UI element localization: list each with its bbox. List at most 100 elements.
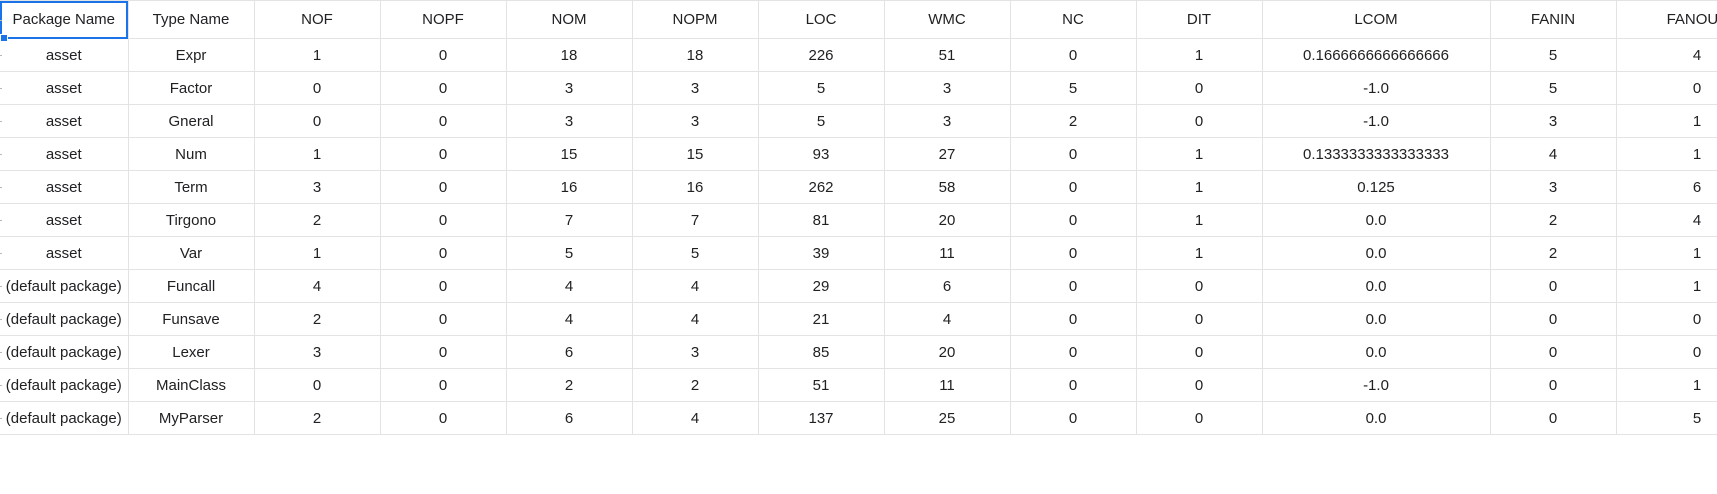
cell-fanin[interactable]: 0 (1490, 335, 1617, 369)
cell-lcom[interactable]: -1.0 (1262, 368, 1491, 402)
cell-dit[interactable]: 0 (1136, 104, 1263, 138)
cell-nom[interactable]: 18 (506, 38, 633, 72)
header-cell-type-name[interactable]: Type Name (128, 0, 255, 39)
cell-package-name[interactable]: (default package) (0, 401, 129, 435)
cell-fanout[interactable]: 1 (1616, 269, 1717, 303)
cell-wmc[interactable]: 20 (884, 335, 1011, 369)
cell-nof[interactable]: 3 (254, 335, 381, 369)
cell-fanin[interactable]: 2 (1490, 203, 1617, 237)
cell-type-name[interactable]: Term (128, 170, 255, 204)
cell-dit[interactable]: 0 (1136, 302, 1263, 336)
cell-loc[interactable]: 5 (758, 104, 885, 138)
cell-lcom[interactable]: 0.0 (1262, 269, 1491, 303)
header-cell-nc[interactable]: NC (1010, 0, 1137, 39)
cell-fanin[interactable]: 2 (1490, 236, 1617, 270)
cell-fanin[interactable]: 5 (1490, 71, 1617, 105)
cell-nopm[interactable]: 18 (632, 38, 759, 72)
cell-fanout[interactable]: 1 (1616, 368, 1717, 402)
cell-fanin[interactable]: 5 (1490, 38, 1617, 72)
cell-fanout[interactable]: 6 (1616, 170, 1717, 204)
cell-fanout[interactable]: 0 (1616, 335, 1717, 369)
cell-loc[interactable]: 85 (758, 335, 885, 369)
cell-fanout[interactable]: 4 (1616, 203, 1717, 237)
cell-nc[interactable]: 0 (1010, 269, 1137, 303)
cell-nopm[interactable]: 4 (632, 401, 759, 435)
cell-nc[interactable]: 2 (1010, 104, 1137, 138)
cell-package-name[interactable]: (default package) (0, 368, 129, 402)
cell-wmc[interactable]: 27 (884, 137, 1011, 171)
cell-nopm[interactable]: 2 (632, 368, 759, 402)
cell-nof[interactable]: 0 (254, 71, 381, 105)
cell-nopm[interactable]: 15 (632, 137, 759, 171)
cell-fanin[interactable]: 0 (1490, 269, 1617, 303)
cell-fanin[interactable]: 0 (1490, 368, 1617, 402)
cell-nc[interactable]: 0 (1010, 203, 1137, 237)
cell-type-name[interactable]: Factor (128, 71, 255, 105)
header-cell-fanout[interactable]: FANOUT (1616, 0, 1717, 39)
cell-lcom[interactable]: 0.1666666666666666 (1262, 38, 1491, 72)
header-cell-wmc[interactable]: WMC (884, 0, 1011, 39)
cell-nopf[interactable]: 0 (380, 401, 507, 435)
cell-package-name[interactable]: (default package) (0, 335, 129, 369)
header-cell-lcom[interactable]: LCOM (1262, 0, 1491, 39)
cell-lcom[interactable]: 0.0 (1262, 203, 1491, 237)
cell-package-name[interactable]: (default package) (0, 269, 129, 303)
selection-handle[interactable] (0, 34, 8, 42)
cell-wmc[interactable]: 4 (884, 302, 1011, 336)
cell-fanout[interactable]: 0 (1616, 302, 1717, 336)
cell-nopm[interactable]: 4 (632, 302, 759, 336)
cell-loc[interactable]: 29 (758, 269, 885, 303)
header-cell-package-name[interactable]: Package Name (0, 0, 129, 39)
cell-nom[interactable]: 6 (506, 401, 633, 435)
cell-loc[interactable]: 51 (758, 368, 885, 402)
cell-nopf[interactable]: 0 (380, 302, 507, 336)
cell-wmc[interactable]: 11 (884, 368, 1011, 402)
header-cell-nopm[interactable]: NOPM (632, 0, 759, 39)
header-cell-nom[interactable]: NOM (506, 0, 633, 39)
header-cell-nopf[interactable]: NOPF (380, 0, 507, 39)
cell-nopf[interactable]: 0 (380, 203, 507, 237)
cell-nof[interactable]: 1 (254, 137, 381, 171)
cell-dit[interactable]: 1 (1136, 137, 1263, 171)
cell-package-name[interactable]: asset (0, 38, 129, 72)
cell-wmc[interactable]: 6 (884, 269, 1011, 303)
cell-fanout[interactable]: 5 (1616, 401, 1717, 435)
cell-package-name[interactable]: asset (0, 71, 129, 105)
cell-dit[interactable]: 1 (1136, 203, 1263, 237)
cell-type-name[interactable]: Expr (128, 38, 255, 72)
cell-package-name[interactable]: asset (0, 170, 129, 204)
cell-fanout[interactable]: 1 (1616, 104, 1717, 138)
cell-nopm[interactable]: 7 (632, 203, 759, 237)
cell-nc[interactable]: 0 (1010, 401, 1137, 435)
cell-wmc[interactable]: 3 (884, 104, 1011, 138)
cell-nof[interactable]: 2 (254, 302, 381, 336)
cell-dit[interactable]: 1 (1136, 236, 1263, 270)
cell-nc[interactable]: 0 (1010, 368, 1137, 402)
cell-fanin[interactable]: 3 (1490, 170, 1617, 204)
cell-fanin[interactable]: 0 (1490, 401, 1617, 435)
cell-nopf[interactable]: 0 (380, 236, 507, 270)
cell-nom[interactable]: 16 (506, 170, 633, 204)
cell-fanin[interactable]: 0 (1490, 302, 1617, 336)
cell-nopm[interactable]: 3 (632, 335, 759, 369)
cell-nof[interactable]: 2 (254, 401, 381, 435)
cell-dit[interactable]: 0 (1136, 335, 1263, 369)
cell-wmc[interactable]: 58 (884, 170, 1011, 204)
cell-package-name[interactable]: asset (0, 203, 129, 237)
cell-nom[interactable]: 2 (506, 368, 633, 402)
cell-nom[interactable]: 4 (506, 302, 633, 336)
cell-wmc[interactable]: 20 (884, 203, 1011, 237)
cell-loc[interactable]: 226 (758, 38, 885, 72)
cell-nof[interactable]: 0 (254, 368, 381, 402)
cell-nom[interactable]: 3 (506, 104, 633, 138)
cell-loc[interactable]: 93 (758, 137, 885, 171)
cell-nopf[interactable]: 0 (380, 269, 507, 303)
cell-lcom[interactable]: 0.125 (1262, 170, 1491, 204)
cell-nof[interactable]: 1 (254, 236, 381, 270)
cell-loc[interactable]: 21 (758, 302, 885, 336)
cell-nc[interactable]: 0 (1010, 137, 1137, 171)
cell-dit[interactable]: 0 (1136, 71, 1263, 105)
cell-dit[interactable]: 0 (1136, 269, 1263, 303)
cell-nopf[interactable]: 0 (380, 137, 507, 171)
cell-nom[interactable]: 4 (506, 269, 633, 303)
